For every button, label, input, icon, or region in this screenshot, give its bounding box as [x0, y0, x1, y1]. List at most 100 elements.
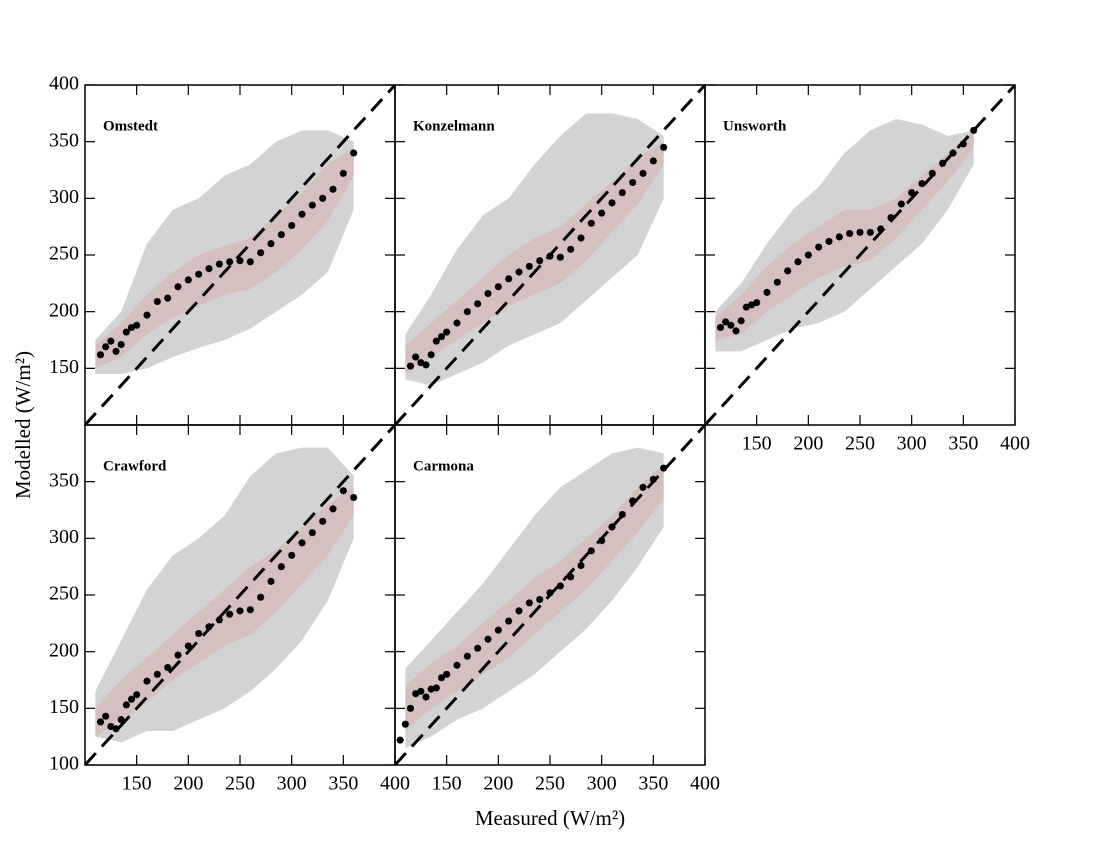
data-point — [463, 308, 471, 316]
data-point — [277, 231, 285, 239]
inner-band — [405, 464, 664, 731]
data-point — [308, 201, 316, 209]
x-tick-label: 150 — [742, 433, 772, 455]
x-tick-label: 400 — [380, 773, 410, 795]
data-point — [577, 562, 585, 570]
data-point — [267, 577, 275, 585]
data-point — [308, 529, 316, 537]
data-point — [195, 630, 203, 638]
data-point — [432, 337, 440, 345]
data-point — [117, 716, 125, 724]
data-point — [536, 257, 544, 265]
data-point — [298, 210, 306, 218]
data-point — [412, 690, 420, 698]
data-point — [122, 701, 130, 709]
data-point — [417, 687, 425, 695]
data-point — [649, 475, 657, 483]
data-point — [122, 328, 130, 336]
data-point — [107, 722, 115, 730]
x-tick-label: 400 — [1000, 433, 1030, 455]
data-point — [257, 593, 265, 601]
panel-title: Unsworth — [723, 118, 787, 134]
data-point — [742, 303, 750, 311]
data-point — [174, 651, 182, 659]
panel-title: Carmona — [413, 458, 474, 474]
x-tick-label: 250 — [845, 433, 875, 455]
data-point — [438, 674, 445, 682]
data-point — [536, 596, 544, 604]
data-point — [422, 361, 430, 369]
data-point — [184, 642, 192, 650]
data-point — [102, 343, 110, 351]
data-point — [339, 169, 347, 177]
data-point — [267, 240, 275, 248]
reference-line — [85, 85, 395, 425]
data-point — [474, 644, 482, 652]
data-point — [329, 185, 337, 193]
data-point — [128, 324, 135, 332]
data-point — [401, 720, 409, 728]
data-point — [970, 126, 978, 134]
data-point — [112, 725, 120, 733]
data-point — [184, 276, 192, 284]
x-tick-label: 250 — [535, 773, 565, 795]
data-point — [525, 262, 533, 270]
y-tick-label: 250 — [49, 583, 79, 605]
data-point — [928, 169, 936, 177]
data-point — [546, 589, 554, 597]
x-tick-label: 250 — [225, 773, 255, 795]
plot-area — [85, 425, 395, 765]
y-tick-label: 350 — [49, 469, 79, 491]
data-point — [748, 301, 755, 309]
data-point — [856, 228, 864, 236]
data-point — [722, 318, 730, 326]
data-point — [587, 547, 595, 555]
data-point — [608, 523, 616, 531]
panel-title: Konzelmann — [413, 118, 495, 134]
data-point — [195, 270, 203, 278]
data-point — [505, 617, 513, 625]
data-point — [515, 268, 523, 276]
x-tick-label: 150 — [122, 773, 152, 795]
data-point — [887, 214, 895, 222]
data-point — [427, 685, 435, 693]
data-point — [205, 265, 213, 273]
data-point — [443, 670, 451, 678]
x-tick-label: 300 — [897, 433, 927, 455]
data-point — [556, 582, 564, 590]
data-point — [329, 505, 337, 513]
data-point — [174, 283, 182, 291]
data-point — [412, 353, 420, 361]
data-point — [319, 194, 327, 202]
data-point — [546, 252, 554, 260]
data-point — [949, 149, 957, 157]
x-tick-label: 200 — [173, 773, 203, 795]
data-point — [396, 736, 404, 744]
data-point — [427, 351, 435, 359]
plot-area — [705, 85, 1015, 425]
data-point — [443, 328, 451, 336]
data-point — [407, 362, 414, 370]
data-point — [215, 616, 223, 624]
data-point — [205, 623, 213, 631]
panel-title: Omstedt — [103, 118, 158, 134]
data-point — [639, 483, 647, 491]
data-point — [908, 189, 916, 197]
x-tick-label: 200 — [483, 773, 513, 795]
data-point — [784, 267, 792, 275]
data-point — [133, 691, 141, 699]
data-point — [107, 337, 115, 345]
data-point — [164, 294, 172, 302]
data-point — [236, 257, 244, 265]
data-point — [556, 253, 564, 261]
data-point — [629, 497, 637, 505]
data-point — [959, 140, 967, 148]
data-point — [417, 359, 425, 367]
data-point — [117, 341, 125, 349]
data-point — [112, 347, 120, 355]
x-tick-label: 300 — [277, 773, 307, 795]
data-point — [288, 551, 296, 559]
data-point — [660, 464, 668, 472]
reference-line — [85, 425, 395, 765]
